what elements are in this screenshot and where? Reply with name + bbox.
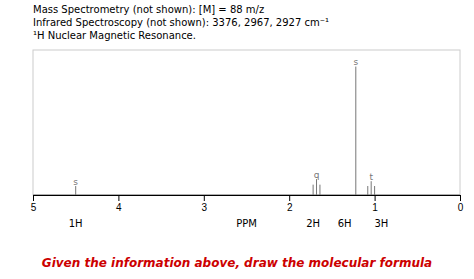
x-tick-label: 4 [116, 202, 122, 213]
peak-line [75, 186, 76, 195]
plot: 5 4 3 2 1 0 s s q t 1H 2H 6H 3H PPM [31, 50, 464, 229]
x-axis-title: PPM [236, 218, 257, 229]
peak-label: s [73, 177, 78, 187]
baseline [33, 195, 460, 196]
peak-line [371, 181, 372, 195]
x-tick: 1 [372, 195, 378, 213]
peak-line [355, 67, 356, 195]
x-tick: 4 [116, 195, 122, 213]
peak-line [374, 186, 375, 195]
integration-label: 6H [338, 218, 352, 229]
x-tick-label: 1 [372, 202, 378, 213]
integration-label: 3H [374, 218, 388, 229]
x-tick-mark [118, 195, 119, 201]
title: Infrared Spectroscopy (not shown): 3376,… [33, 17, 329, 28]
annotation: Given the information above, draw the mo… [42, 256, 432, 270]
x-tick-mark [460, 195, 461, 201]
peak-line [367, 186, 368, 195]
plot-frame [33, 50, 460, 195]
x-tick-mark [33, 195, 34, 201]
x-tick-label: 3 [202, 202, 208, 213]
peak-label: s [353, 57, 358, 67]
x-tick: 0 [458, 195, 464, 213]
title: ¹H Nuclear Magnetic Resonance. [33, 30, 196, 41]
x-axis: 5 4 3 2 1 0 [31, 195, 464, 213]
x-tick: 2 [287, 195, 293, 213]
peak-label: t [369, 172, 373, 182]
x-tick-label: 5 [31, 202, 37, 213]
x-tick: 5 [31, 195, 37, 213]
peak-line [316, 179, 317, 195]
x-tick-mark [204, 195, 205, 201]
x-tick-mark [375, 195, 376, 201]
integration-label: 2H [306, 218, 320, 229]
x-tick-label: 0 [458, 202, 464, 213]
peaks [33, 67, 460, 195]
title: Mass Spectrometry (not shown): [M] = 88 … [33, 4, 264, 15]
x-tick: 3 [202, 195, 208, 213]
peak-label: q [314, 170, 320, 180]
chart: Mass Spectrometry (not shown): [M] = 88 … [0, 0, 474, 279]
x-tick-mark [289, 195, 290, 201]
x-axis-line [34, 196, 461, 202]
peak-line [319, 185, 320, 195]
x-tick-label: 2 [287, 202, 293, 213]
integration-label: 1H [69, 218, 83, 229]
peak-line [313, 185, 314, 195]
